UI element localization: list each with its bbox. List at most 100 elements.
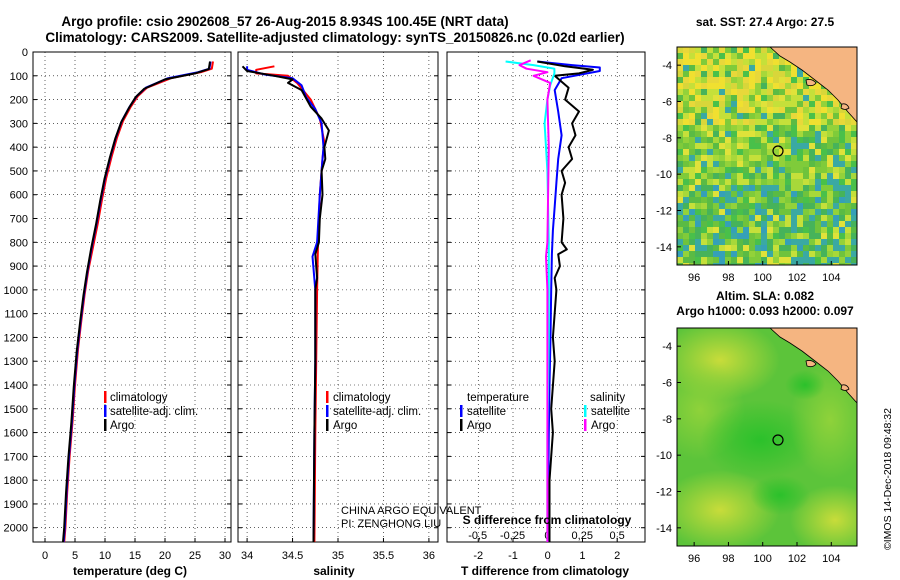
sst-pixel xyxy=(809,95,815,101)
sst-pixel xyxy=(773,83,779,89)
legend-sal-argo-swatch xyxy=(584,419,587,431)
sst-pixel xyxy=(731,131,737,137)
sst-pixel xyxy=(725,137,731,143)
sst-pixel xyxy=(755,179,761,185)
sst-pixel xyxy=(833,215,839,221)
sst-pixel xyxy=(731,245,737,251)
sst-pixel xyxy=(683,167,689,173)
sst-pixel xyxy=(803,167,809,173)
sst-pixel xyxy=(767,113,773,119)
sst-pixel xyxy=(677,173,683,179)
island xyxy=(805,360,817,368)
sst-pixel xyxy=(713,119,719,125)
title-line-2: Climatology: CARS2009. Satellite-adjuste… xyxy=(45,30,624,45)
sst-pixel xyxy=(815,209,821,215)
legend-sal-title: salinity xyxy=(590,392,625,404)
sst-pixel xyxy=(809,245,815,251)
sst-pixel xyxy=(683,191,689,197)
sst-pixel xyxy=(773,179,779,185)
sst-pixel xyxy=(821,107,827,113)
sst-pixel xyxy=(833,197,839,203)
sst-pixel xyxy=(719,119,725,125)
sst-pixel xyxy=(689,161,695,167)
sst-pixel xyxy=(677,185,683,191)
sst-pixel xyxy=(725,89,731,95)
sst-pixel xyxy=(743,65,749,71)
sst-pixel xyxy=(797,95,803,101)
sst-pixel xyxy=(851,239,857,245)
sst-pixel xyxy=(725,257,731,263)
sst-pixel xyxy=(713,59,719,65)
legend-satellite: satellite-adj. clim. xyxy=(333,406,421,418)
sst-pixel xyxy=(839,107,845,113)
sst-pixel xyxy=(725,107,731,113)
sst-pixel xyxy=(743,83,749,89)
sst-pixel xyxy=(833,203,839,209)
sst-pixel xyxy=(761,59,767,65)
sst-pixel xyxy=(731,215,737,221)
sst-pixel xyxy=(743,95,749,101)
sst-pixel xyxy=(701,119,707,125)
sst-pixel xyxy=(767,245,773,251)
sst-pixel xyxy=(815,125,821,131)
sst-pixel xyxy=(797,227,803,233)
sst-pixel xyxy=(797,209,803,215)
sst-pixel xyxy=(809,263,815,265)
sst-pixel xyxy=(689,59,695,65)
sst-pixel xyxy=(749,47,755,53)
sst-pixel xyxy=(827,173,833,179)
sst-pixel xyxy=(701,95,707,101)
sst-pixel xyxy=(701,47,707,53)
sst-pixel xyxy=(839,119,845,125)
sst-pixel xyxy=(797,191,803,197)
sst-pixel xyxy=(755,185,761,191)
sst-pixel xyxy=(707,257,713,263)
sst-pixel xyxy=(677,245,683,251)
sst-pixel xyxy=(701,197,707,203)
sst-pixel xyxy=(845,155,851,161)
sst-pixel xyxy=(779,209,785,215)
sst-pixel xyxy=(695,239,701,245)
depth-tick-label: 1500 xyxy=(4,404,28,416)
sst-pixel xyxy=(797,149,803,155)
sst-pixel xyxy=(683,239,689,245)
sst-pixel xyxy=(713,251,719,257)
sst-pixel xyxy=(689,167,695,173)
difference-grid xyxy=(447,51,645,542)
depth-tick-label: 900 xyxy=(10,261,28,273)
sst-map xyxy=(677,47,857,265)
sst-pixel xyxy=(707,143,713,149)
sst-pixel xyxy=(713,95,719,101)
sst-pixel xyxy=(737,125,743,131)
sst-pixel xyxy=(689,113,695,119)
sst-pixel xyxy=(761,263,767,265)
sst-pixel xyxy=(839,239,845,245)
sst-pixel xyxy=(707,155,713,161)
sst-pixel xyxy=(737,137,743,143)
map-bottom-frame xyxy=(676,327,858,547)
sst-pixel xyxy=(821,245,827,251)
sst-pixel xyxy=(689,143,695,149)
sst-pixel xyxy=(803,257,809,263)
sst-pixel xyxy=(797,131,803,137)
sst-pixel xyxy=(797,215,803,221)
sst-pixel xyxy=(689,119,695,125)
sst-pixel xyxy=(797,107,803,113)
sst-pixel xyxy=(731,227,737,233)
sst-pixel xyxy=(719,77,725,83)
sst-pixel xyxy=(851,155,857,161)
sst-pixel xyxy=(737,149,743,155)
sst-pixel xyxy=(689,233,695,239)
sst-pixel xyxy=(821,239,827,245)
sst-pixel xyxy=(713,161,719,167)
sst-pixel xyxy=(749,263,755,265)
sst-pixel xyxy=(731,197,737,203)
sst-pixel xyxy=(845,173,851,179)
sst-pixel xyxy=(791,167,797,173)
sst-pixel xyxy=(761,71,767,77)
sst-pixel xyxy=(767,257,773,263)
sst-pixel xyxy=(701,161,707,167)
sst-pixel xyxy=(695,263,701,265)
sst-pixel xyxy=(791,239,797,245)
sst-pixel xyxy=(689,179,695,185)
